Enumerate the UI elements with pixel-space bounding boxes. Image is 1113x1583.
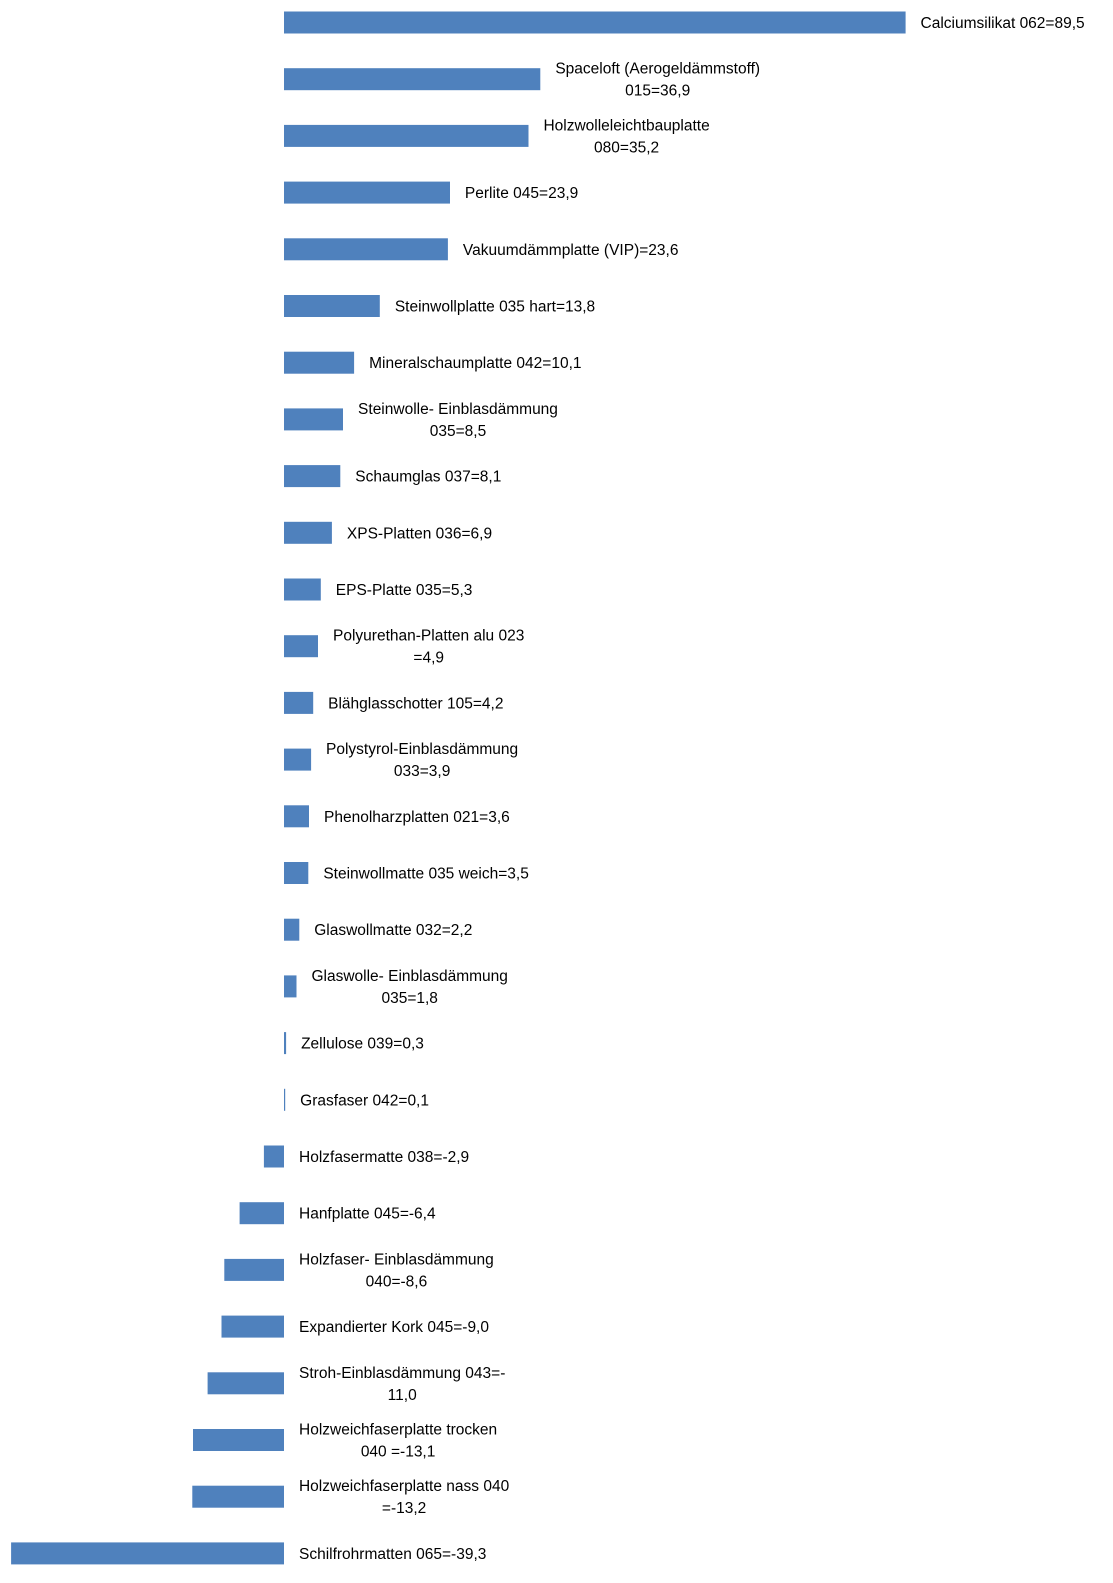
bar-label-3: Perlite 045=23,9 [465, 185, 578, 202]
bar-label-line: Calciumsilikat 062=89,5 [921, 15, 1085, 32]
bar-label-8: Schaumglas 037=8,1 [355, 469, 501, 486]
bar-label-line: 035=8,5 [430, 423, 486, 440]
bar-label-14: Phenolharzplatten 021=3,6 [324, 809, 510, 826]
bar-label-line: =4,9 [413, 650, 444, 667]
bar-label-line: Glaswolle- Einblasdämmung [311, 968, 507, 985]
bar-label-6: Mineralschaumplatte 042=10,1 [369, 355, 581, 372]
bar-label-24: Stroh-Einblasdämmung 043=- 11,0 [299, 1365, 505, 1404]
bar-label-line: Stroh-Einblasdämmung 043=- [299, 1365, 505, 1382]
bar-label-line: Polystyrol-Einblasdämmung [326, 741, 518, 758]
bar-8 [284, 465, 341, 488]
bar-2 [284, 124, 529, 147]
bar-13 [284, 748, 312, 771]
bar-6 [284, 351, 355, 374]
bar-label-line: Phenolharzplatten 021=3,6 [324, 809, 510, 826]
bar-label-12: Blähglasschotter 105=4,2 [328, 695, 503, 712]
bar-20 [263, 1145, 284, 1168]
bar-label-13: Polystyrol-Einblasdämmung 033=3,9 [326, 741, 518, 780]
bar-12 [284, 691, 314, 714]
bar-24 [207, 1372, 284, 1395]
bar-label-2: Holzwolleleichtbauplatte 080=35,2 [543, 117, 709, 156]
bar-label-line: Holzwolleleichtbauplatte [543, 117, 709, 134]
bar-label-line: EPS-Platte 035=5,3 [336, 582, 473, 599]
bar-label-19: Grasfaser 042=0,1 [300, 1092, 429, 1109]
bar-label-4: Vakuumdämmplatte (VIP)=23,6 [463, 242, 679, 259]
bar-19 [284, 1088, 286, 1111]
bar-label-22: Holzfaser- Einblasdämmung 040=-8,6 [299, 1251, 494, 1290]
bar-4 [284, 238, 448, 261]
bar-0 [284, 11, 906, 34]
bar-label-1: Spaceloft (Aerogeldämmstoff) 015=36,9 [555, 61, 760, 100]
bar-label-7: Steinwolle- Einblasdämmung 035=8,5 [358, 401, 558, 440]
bar-10 [284, 578, 321, 601]
labels-group: Calciumsilikat 062=89,5 Spaceloft (Aeroge… [299, 15, 1085, 1563]
bar-7 [284, 408, 343, 431]
bar-label-line: Holzfaser- Einblasdämmung [299, 1251, 494, 1268]
bar-label-line: Steinwollplatte 035 hart=13,8 [395, 299, 595, 316]
bar-label-line: Expandierter Kork 045=-9,0 [299, 1319, 489, 1336]
bar-label-line: Holzweichfaserplatte trocken [299, 1422, 497, 1439]
bar-label-9: XPS-Platten 036=6,9 [347, 525, 492, 542]
bar-23 [221, 1315, 284, 1338]
bar-15 [284, 862, 309, 884]
bar-label-5: Steinwollplatte 035 hart=13,8 [395, 299, 595, 316]
bar-25 [193, 1429, 284, 1451]
bar-label-line: 040 =-13,1 [361, 1444, 436, 1461]
bar-label-line: Perlite 045=23,9 [465, 185, 578, 202]
bar-label-line: 080=35,2 [594, 139, 659, 156]
bar-label-25: Holzweichfaserplatte trocken 040 =-13,1 [299, 1422, 497, 1461]
bar-27 [11, 1542, 284, 1565]
bar-label-line: 035=1,8 [381, 990, 437, 1007]
bar-16 [284, 918, 300, 941]
bar-label-11: Polyurethan-Platten alu 023 =4,9 [333, 628, 524, 667]
bar-label-line: Holzweichfaserplatte nass 040 [299, 1478, 510, 1495]
bar-label-line: 015=36,9 [625, 83, 690, 100]
bar-3 [284, 181, 450, 204]
bar-label-line: Hanfplatte 045=-6,4 [299, 1206, 436, 1223]
bar-label-23: Expandierter Kork 045=-9,0 [299, 1319, 489, 1336]
bar-label-line: Spaceloft (Aerogeldämmstoff) [555, 61, 760, 78]
bar-label-line: XPS-Platten 036=6,9 [347, 525, 492, 542]
bar-label-line: 11,0 [388, 1387, 417, 1404]
bar-22 [224, 1258, 284, 1281]
bar-label-line: Schilfrohrmatten 065=-39,3 [299, 1546, 486, 1563]
bar-label-line: =-13,2 [382, 1500, 426, 1517]
bar-9 [284, 521, 332, 544]
bar-21 [239, 1202, 284, 1225]
bar-label-line: Schaumglas 037=8,1 [355, 469, 501, 486]
bar-label-line: Glaswollmatte 032=2,2 [314, 922, 472, 939]
bar-label-line: Steinwolle- Einblasdämmung [358, 401, 558, 418]
bar-label-line: Vakuumdämmplatte (VIP)=23,6 [463, 242, 679, 259]
bar-label-21: Hanfplatte 045=-6,4 [299, 1206, 436, 1223]
bar-label-10: EPS-Platte 035=5,3 [336, 582, 473, 599]
bar-label-line: 033=3,9 [394, 763, 450, 780]
bar-label-17: Glaswolle- Einblasdämmung 035=1,8 [311, 968, 507, 1007]
bar-label-27: Schilfrohrmatten 065=-39,3 [299, 1546, 486, 1563]
bar-label-18: Zellulose 039=0,3 [301, 1036, 424, 1053]
bar-label-line: Mineralschaumplatte 042=10,1 [369, 355, 581, 372]
bar-14 [284, 805, 309, 828]
bar-26 [192, 1485, 284, 1508]
bars-group [11, 11, 906, 1565]
bar-label-line: Zellulose 039=0,3 [301, 1036, 424, 1053]
bar-label-line: Steinwollmatte 035 weich=3,5 [323, 866, 529, 883]
bar-17 [284, 975, 297, 998]
bar-label-0: Calciumsilikat 062=89,5 [921, 15, 1085, 32]
bar-label-15: Steinwollmatte 035 weich=3,5 [323, 866, 529, 883]
bar-1 [284, 68, 541, 91]
bar-label-line: Blähglasschotter 105=4,2 [328, 695, 503, 712]
bar-label-line: Polyurethan-Platten alu 023 [333, 628, 524, 645]
bar-5 [284, 295, 380, 317]
bar-11 [284, 635, 318, 658]
bar-label-16: Glaswollmatte 032=2,2 [314, 922, 472, 939]
bar-label-line: 040=-8,6 [366, 1273, 428, 1290]
bar-18 [284, 1032, 287, 1055]
bar-label-line: Holzfasermatte 038=-2,9 [299, 1149, 469, 1166]
bar-label-20: Holzfasermatte 038=-2,9 [299, 1149, 469, 1166]
bar-label-26: Holzweichfaserplatte nass 040 =-13,2 [299, 1478, 510, 1517]
bar-label-line: Grasfaser 042=0,1 [300, 1092, 429, 1109]
